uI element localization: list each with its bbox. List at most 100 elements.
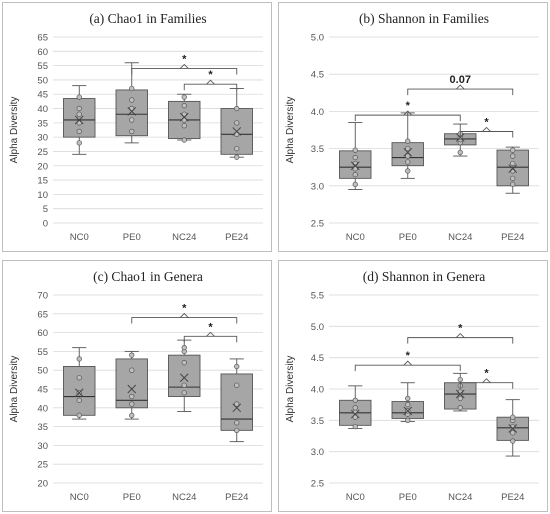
bracket-notch <box>403 360 413 366</box>
x-tick-label: PE0 <box>123 232 141 243</box>
y-tick-label: 30 <box>37 441 48 452</box>
data-point <box>181 103 187 109</box>
data-point <box>510 160 516 167</box>
y-tick-label: 0 <box>43 219 48 230</box>
data-point <box>352 154 358 161</box>
bracket-notch <box>455 332 465 338</box>
chart-title: (c) Chao1 in Genera <box>93 269 203 284</box>
mean-marker <box>127 107 137 116</box>
data-point <box>457 405 463 411</box>
mean-marker <box>350 161 360 171</box>
significance-bracket <box>407 88 514 96</box>
data-point <box>181 360 187 366</box>
y-tick-label: 4.0 <box>311 385 324 396</box>
significance-label: * <box>208 321 213 333</box>
y-tick-label: 30 <box>37 133 48 144</box>
x-tick-label: PE24 <box>501 232 524 243</box>
data-point <box>129 128 135 135</box>
data-point <box>181 344 187 351</box>
y-tick-label: 50 <box>37 366 48 377</box>
data-point <box>234 420 240 426</box>
y-tick-label: 60 <box>37 328 48 339</box>
x-tick-label: PE24 <box>225 232 248 243</box>
data-point <box>129 367 135 373</box>
data-point <box>510 414 516 420</box>
data-point <box>510 147 516 153</box>
mean-marker <box>403 406 413 416</box>
data-point <box>76 128 82 135</box>
data-point <box>76 111 82 117</box>
y-tick-label: 35 <box>37 422 48 433</box>
bracket-notch <box>482 126 491 132</box>
data-point <box>129 85 135 92</box>
data-point <box>181 382 187 388</box>
data-point <box>457 149 463 155</box>
chart-svg-a: (a) Chao1 in Families Alpha Diversity 0 5 10… <box>9 11 263 243</box>
mean-marker <box>179 112 189 122</box>
data-point <box>76 375 82 381</box>
y-tick-label: 20 <box>37 479 48 490</box>
mean-marker <box>508 164 518 174</box>
data-point <box>76 356 82 362</box>
data-point <box>234 427 240 434</box>
data-point <box>510 438 516 444</box>
y-tick-label: 4.5 <box>311 353 324 364</box>
data-point <box>129 393 135 400</box>
data-point <box>234 120 240 126</box>
significance-label: * <box>182 53 187 65</box>
data-point <box>234 145 240 152</box>
y-tick-label: 65 <box>37 33 48 44</box>
mean-marker <box>403 147 413 157</box>
data-point <box>457 376 463 383</box>
chart-panel-c: (c) Chao1 in Genera Alpha Diversity 20 25 30… <box>2 260 272 512</box>
y-tick-label: 55 <box>37 61 48 72</box>
data-point <box>234 154 240 160</box>
mean-marker <box>350 409 360 419</box>
data-point <box>76 94 82 100</box>
significance-label: * <box>458 323 463 335</box>
data-point <box>510 430 516 436</box>
x-tick-label: NC24 <box>172 232 196 243</box>
significance-label: 0.07 <box>450 74 471 86</box>
chart-panel-a: (a) Chao1 in Families Alpha Diversity 0 5 10… <box>2 2 272 252</box>
significance-bracket <box>459 131 514 138</box>
data-point <box>352 171 358 178</box>
data-point <box>181 137 187 143</box>
data-point <box>76 105 82 112</box>
y-tick-label: 4.5 <box>311 70 324 81</box>
data-point <box>352 181 358 187</box>
data-point <box>76 397 82 403</box>
data-point <box>181 390 187 396</box>
data-point <box>234 382 240 388</box>
significance-bracket <box>459 382 514 389</box>
chart-title: (a) Chao1 in Families <box>89 11 206 26</box>
data-point <box>510 175 516 182</box>
data-point <box>352 397 358 403</box>
data-point <box>129 401 135 407</box>
y-tick-label: 35 <box>37 118 48 129</box>
y-axis-label: Alpha Diversity <box>9 97 20 164</box>
mean-marker <box>232 403 242 413</box>
y-tick-label: 10 <box>37 190 48 201</box>
bracket-notch <box>455 84 465 90</box>
data-point <box>129 352 135 358</box>
bracket-notch <box>179 312 189 318</box>
y-tick-label: 4.0 <box>311 107 324 118</box>
x-tick-label: PE0 <box>399 232 417 243</box>
significance-label: * <box>182 303 187 315</box>
x-tick-label: NC0 <box>346 492 365 503</box>
y-tick-label: 55 <box>37 347 48 358</box>
data-point <box>405 138 411 144</box>
data-point <box>76 140 82 146</box>
x-tick-label: PE0 <box>123 492 141 503</box>
data-point <box>510 181 516 187</box>
y-axis-label: Alpha Diversity <box>285 356 296 423</box>
chart-svg-c: (c) Chao1 in Genera Alpha Diversity 20 25 30… <box>9 269 263 503</box>
y-tick-label: 2.5 <box>311 219 324 230</box>
data-point <box>405 417 411 423</box>
mean-marker <box>127 384 137 394</box>
y-tick-label: 3.5 <box>311 416 324 427</box>
significance-label: * <box>208 69 213 81</box>
significance-label: * <box>484 368 489 380</box>
significance-label: * <box>406 350 411 362</box>
